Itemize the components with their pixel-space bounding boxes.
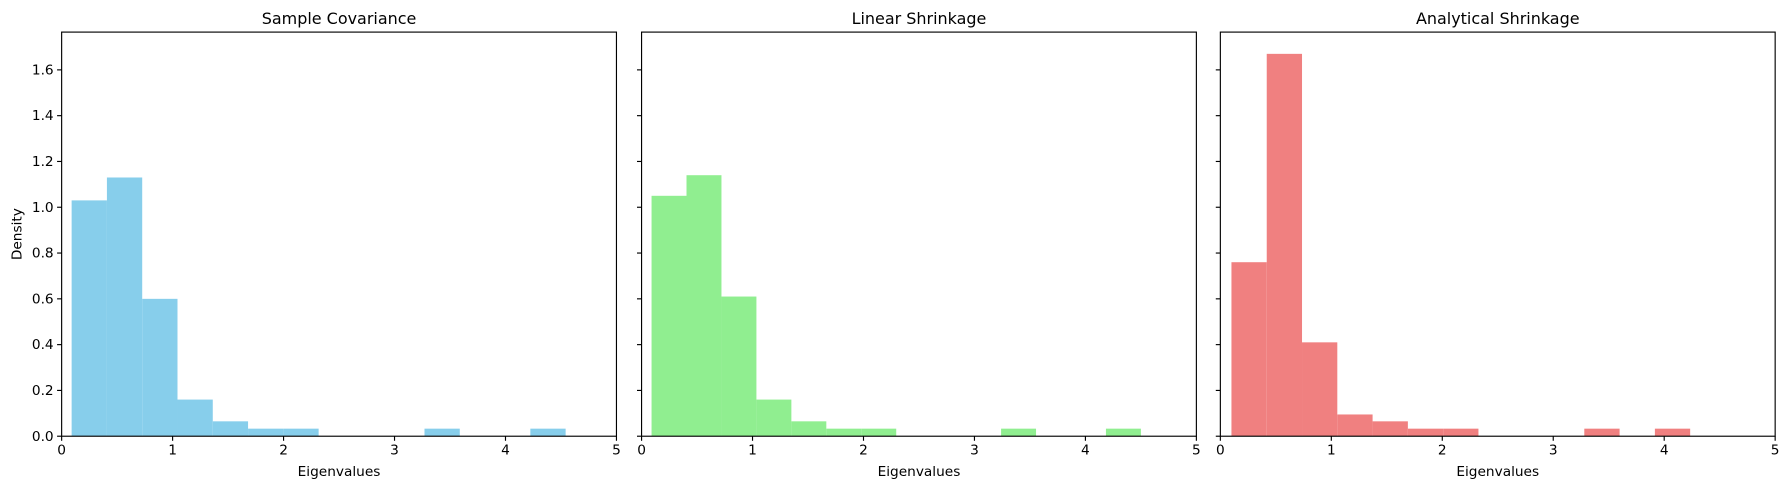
bar [71, 200, 107, 437]
y-tick-label: 0.0 [32, 429, 54, 445]
y-tick-label: 0.8 [32, 246, 54, 262]
x-tick-label: 2 [859, 442, 868, 458]
bar [1407, 428, 1444, 437]
x-tick-label: 1 [1327, 442, 1336, 458]
y-tick-label: 1.0 [32, 200, 54, 216]
bar [826, 428, 862, 437]
x-tick-label: 3 [390, 442, 399, 458]
y-tick-label: 1.4 [32, 108, 54, 124]
x-axis-label: Eigenvalues [878, 464, 961, 480]
y-tick-label: 0.4 [32, 337, 54, 353]
y-tick-label: 1.6 [32, 62, 54, 78]
x-tick-label: 2 [1438, 442, 1447, 458]
x-axis-label: Eigenvalues [298, 464, 381, 480]
axes-frame [640, 31, 1197, 437]
x-tick-label: 0 [1216, 442, 1225, 458]
bar [686, 175, 722, 437]
axes-frame [1219, 31, 1776, 437]
x-tick-label: 1 [168, 442, 177, 458]
bar [721, 296, 757, 437]
x-tick-label: 3 [970, 442, 979, 458]
y-tick-label: 0.6 [32, 291, 54, 307]
y-axis-label: Density [10, 208, 26, 260]
x-tick-label: 3 [1549, 442, 1558, 458]
bar [1001, 428, 1037, 437]
chart-title: Sample Covariance [262, 9, 417, 28]
chart-title: Analytical Shrinkage [1416, 9, 1580, 28]
bar [861, 428, 897, 437]
bar [106, 177, 143, 437]
bar [142, 298, 178, 437]
x-tick-label: 5 [1771, 442, 1780, 458]
bar [1654, 428, 1691, 437]
x-tick-label: 0 [57, 442, 66, 458]
x-tick-label: 0 [637, 442, 646, 458]
bar [283, 428, 319, 437]
bar [1443, 428, 1479, 437]
bar [791, 421, 827, 437]
bar [177, 399, 213, 437]
x-tick-label: 4 [501, 442, 510, 458]
y-tick-label: 0.2 [32, 383, 54, 399]
x-tick-label: 5 [1192, 442, 1201, 458]
x-tick-label: 1 [748, 442, 757, 458]
y-tick-label: 1.2 [32, 154, 54, 170]
x-axis-label: Eigenvalues [1456, 464, 1539, 480]
bar [1266, 53, 1303, 437]
bar [756, 399, 792, 437]
bar [1337, 414, 1373, 437]
axes-frame [61, 31, 618, 437]
bar [1105, 428, 1141, 437]
bar [1584, 428, 1620, 437]
x-tick-label: 5 [612, 442, 621, 458]
bar [651, 195, 687, 437]
bar [1302, 342, 1338, 437]
bar [212, 421, 249, 437]
bar [530, 428, 566, 437]
bar [1231, 262, 1267, 437]
x-tick-label: 2 [279, 442, 288, 458]
bar [424, 428, 460, 437]
x-tick-label: 4 [1081, 442, 1090, 458]
bar [1372, 421, 1408, 437]
bar [248, 428, 284, 437]
x-tick-label: 4 [1660, 442, 1669, 458]
chart-title: Linear Shrinkage [852, 9, 987, 28]
